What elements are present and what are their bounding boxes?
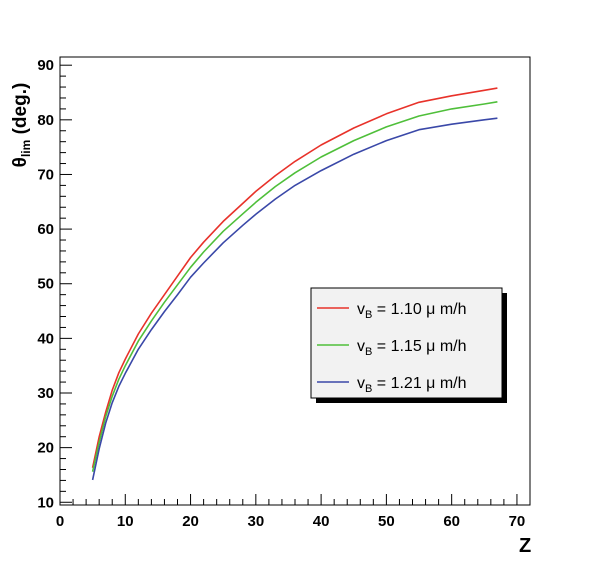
legend-label-3: vB = 1.21 μ m/h: [357, 375, 467, 395]
plot-frame: [59, 56, 531, 506]
series-line-2: [91, 101, 498, 472]
y-axis-ticks: 10 20 30 40 50 60 70 80 90: [37, 57, 72, 511]
x-tick-label: 40: [313, 513, 330, 530]
y-tick-label: 40: [37, 330, 54, 347]
x-tick-label: 60: [443, 513, 460, 530]
series-layer: [91, 87, 498, 481]
legend-label-sub: B: [365, 346, 372, 358]
x-tick-label: 10: [117, 513, 134, 530]
y-tick-label: 70: [37, 166, 54, 183]
y-axis-title-sub: lim: [19, 140, 33, 157]
legend: vB = 1.10 μ m/hvB = 1.15 μ m/hvB = 1.21 …: [310, 287, 507, 403]
y-tick-label: 20: [37, 440, 54, 457]
y-axis-title: θlim (deg.): [10, 83, 33, 168]
legend-label-2: vB = 1.15 μ m/h: [357, 338, 467, 358]
x-tick-label: 30: [247, 513, 264, 530]
x-axis-ticks: 0 10 20 30 40 50 60 70: [56, 494, 531, 530]
legend-label-main: v: [357, 375, 365, 392]
legend-box: [310, 287, 503, 399]
legend-label-main: v: [357, 338, 365, 355]
y-tick-label: 10: [37, 494, 54, 511]
x-tick-label: 50: [378, 513, 395, 530]
y-tick-label: 90: [37, 57, 54, 74]
legend-label-1: vB = 1.10 μ m/h: [357, 301, 467, 321]
x-axis-title: Z: [519, 535, 531, 557]
x-tick-label: 70: [509, 513, 526, 530]
y-axis-title-main: θ: [10, 157, 31, 167]
legend-label-sub: B: [365, 309, 372, 321]
legend-label-rest: = 1.21 μ m/h: [372, 375, 466, 392]
y-tick-label: 50: [37, 276, 54, 293]
series-line-3: [91, 117, 498, 481]
x-tick-label: 0: [56, 513, 64, 530]
y-tick-label: 60: [37, 221, 54, 238]
legend-label-sub: B: [365, 383, 372, 395]
y-tick-label: 30: [37, 385, 54, 402]
y-axis-title-unit: (deg.): [10, 83, 31, 140]
legend-label-rest: = 1.10 μ m/h: [372, 301, 466, 318]
series-line-1: [91, 87, 498, 468]
legend-label-main: v: [357, 301, 365, 318]
y-tick-label: 80: [37, 112, 54, 129]
x-tick-label: 20: [182, 513, 199, 530]
legend-label-rest: = 1.15 μ m/h: [372, 338, 466, 355]
